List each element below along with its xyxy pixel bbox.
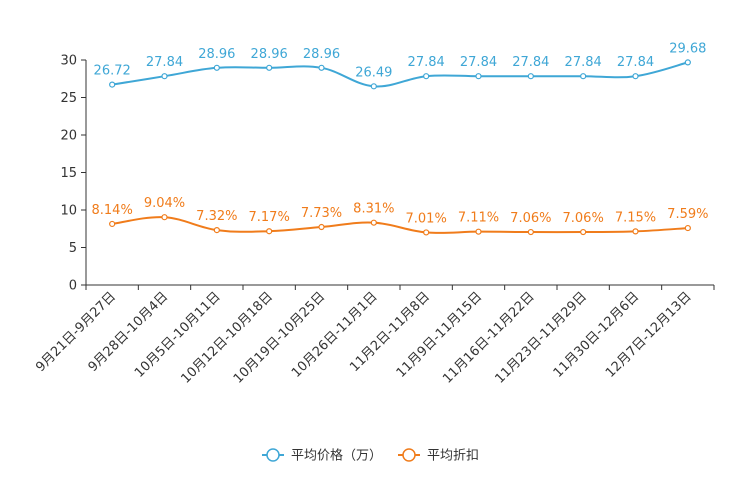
data-label: 7.59% (667, 207, 708, 222)
data-point (423, 73, 430, 80)
series-line (112, 216, 688, 235)
data-point (266, 64, 273, 71)
data-label: 8.31% (353, 202, 394, 217)
data-point (109, 220, 116, 228)
x-tick-label: 10月19日-10月25日 (231, 289, 328, 386)
data-label: 28.96 (198, 47, 235, 62)
series-1: 26.72 27.84 28.96 28.96 28.96 26.49 27.84 27.84… (94, 41, 706, 90)
data-point (580, 228, 587, 236)
data-point (213, 227, 220, 234)
data-point (684, 224, 691, 232)
data-point (370, 83, 377, 90)
x-tick-label: 10月12日-10月18日 (179, 289, 276, 386)
data-label: 7.06% (563, 211, 604, 226)
data-label: 27.84 (512, 55, 549, 70)
series-group: 26.72 27.84 28.96 28.96 28.96 26.49 27.84 27.84… (92, 41, 708, 236)
data-label: 26.72 (94, 64, 131, 79)
legend-marker-icon (402, 448, 416, 462)
data-point (632, 73, 639, 80)
data-label: 7.11% (458, 211, 499, 226)
series-2: 8.14% 9.04% 7.32% 7.17% 7.73% 8.31% 7.01% 7.11%… (92, 196, 708, 236)
data-label: 7.15% (615, 210, 656, 225)
data-point (161, 214, 168, 221)
data-label: 27.84 (408, 55, 445, 70)
legend-label: 平均价格（万） (291, 448, 382, 464)
data-point (423, 229, 430, 236)
x-tick-label: 11月23日-11月29日 (493, 289, 590, 386)
y-tick-label: 5 (69, 241, 77, 256)
x-tick-label: 11月16日-11月22日 (440, 289, 537, 386)
data-point (161, 73, 168, 80)
data-point (632, 228, 639, 235)
y-tick-label: 0 (69, 279, 77, 294)
data-point (213, 64, 220, 71)
data-point (684, 59, 691, 66)
data-label: 7.73% (301, 206, 342, 221)
series-line (112, 61, 689, 88)
legend-marker-icon (266, 448, 280, 462)
data-point (318, 64, 325, 71)
data-label: 27.84 (565, 55, 602, 70)
data-point (580, 73, 587, 80)
data-label: 26.49 (355, 65, 392, 80)
data-point (109, 81, 116, 88)
legend-item-2[interactable]: 平均折扣 (398, 448, 479, 464)
data-point (266, 228, 273, 235)
data-point (527, 228, 534, 236)
legend[interactable]: 平均价格（万） 平均折扣 (262, 448, 479, 464)
y-tick-label: 10 (60, 204, 77, 219)
data-label: 28.96 (303, 47, 340, 62)
y-tick-label: 20 (60, 129, 77, 144)
legend-label: 平均折扣 (427, 449, 479, 464)
data-point (475, 73, 482, 80)
data-point (318, 223, 325, 231)
y-tick-label: 25 (60, 91, 77, 106)
data-point (527, 73, 534, 80)
data-label: 27.84 (460, 55, 497, 70)
data-label: 8.14% (92, 203, 133, 218)
y-tick-label: 15 (60, 166, 77, 181)
data-point (370, 219, 377, 226)
data-label: 7.06% (510, 211, 551, 226)
data-label: 29.68 (669, 41, 706, 56)
data-point (475, 228, 482, 235)
y-tick-label: 30 (60, 54, 77, 69)
data-label: 7.32% (196, 209, 237, 224)
data-label: 27.84 (617, 55, 654, 70)
data-label: 27.84 (146, 55, 183, 70)
data-label: 7.01% (406, 211, 447, 226)
data-label: 28.96 (251, 47, 288, 62)
legend-item-1[interactable]: 平均价格（万） (262, 448, 382, 464)
data-label: 7.17% (249, 210, 290, 225)
data-label: 9.04% (144, 196, 185, 211)
